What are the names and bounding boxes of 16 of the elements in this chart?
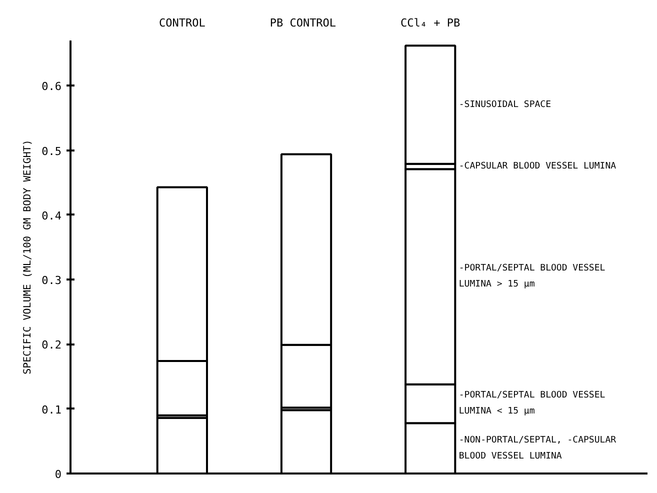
series-label: -PORTAL/SEPTAL BLOOD VESSEL LUMINA < 15 μm (458, 390, 606, 417)
y-tick-label: 0.1 (42, 403, 62, 416)
y-tick-label: 0 (54, 468, 62, 481)
y-tick-label: 0.3 (42, 274, 62, 288)
x-tick-label: PB CONTROL (270, 16, 336, 30)
x-tick-label: CONTROL (159, 16, 206, 30)
y-tick-label: 0.4 (42, 209, 62, 222)
series-label: -PORTAL/SEPTAL BLOOD VESSEL LUMINA > 15 μm (458, 264, 606, 290)
y-tick-label: 0.5 (42, 144, 62, 158)
y-axis-title: SPECIFIC VOLUME (ML/100 GM BODY WEIGHT) (22, 140, 34, 374)
y-tick-label: 0.6 (42, 80, 62, 94)
x-tick-label: CCl₄ + PB (400, 16, 461, 30)
y-tick-label: 0.2 (42, 338, 62, 352)
series-label: -SINUSOIDAL SPACE (458, 100, 552, 110)
series-label: -CAPSULAR BLOOD VESSEL LUMINA (458, 162, 617, 172)
series-label: -NON-PORTAL/SEPTAL, -CAPSULAR BLOOD VESSEL LUMINA (458, 435, 617, 462)
